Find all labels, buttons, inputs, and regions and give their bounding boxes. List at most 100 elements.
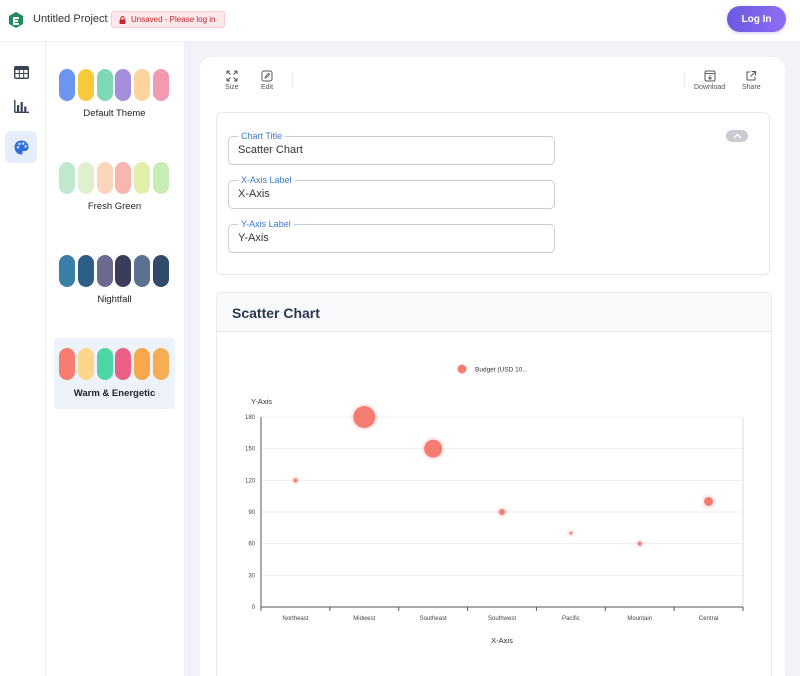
color-swatch [96, 348, 113, 380]
data-point [637, 541, 642, 546]
color-swatch [152, 255, 169, 287]
resize-icon [226, 70, 238, 82]
x-axis-label-label: X-Axis Label [238, 174, 295, 186]
color-swatch [59, 255, 75, 287]
theme-label: Warm & Energetic [73, 388, 156, 399]
lock-icon [119, 15, 126, 24]
y-tick-label: 30 [248, 573, 255, 579]
color-swatch [134, 162, 151, 194]
chart-header: Scatter Chart [217, 293, 771, 332]
rail-table-button[interactable] [5, 56, 37, 88]
x-tick-label: Northeast [282, 616, 308, 622]
login-button[interactable]: Log In [727, 6, 786, 32]
color-swatch [152, 348, 169, 380]
y-axis-label-field[interactable]: Y-Axis Label Y-Axis [228, 218, 555, 253]
color-swatch [77, 162, 94, 194]
y-tick-label: 60 [248, 542, 255, 548]
y-tick-label: 150 [245, 447, 256, 453]
unsaved-badge[interactable]: Unsaved - Please log in [111, 11, 225, 28]
x-tick-label: Mountain [627, 616, 652, 622]
color-swatch [59, 348, 75, 380]
share-icon [746, 71, 757, 81]
toolbar-divider [684, 73, 685, 87]
color-swatch [152, 162, 169, 194]
x-axis-label-field[interactable]: X-Axis Label X-Axis [228, 174, 555, 209]
theme-swatches [59, 348, 169, 380]
left-rail [0, 42, 46, 676]
color-swatch [115, 348, 132, 380]
chart-title-value: Scatter Chart [238, 144, 303, 156]
project-name[interactable]: Untitled Project [33, 13, 108, 25]
x-tick-label: Midwest [353, 616, 375, 622]
data-point [293, 478, 298, 483]
data-point [353, 406, 376, 428]
color-swatch [77, 348, 94, 380]
download-icon [704, 70, 716, 82]
theme-panel: Default Theme Fresh Green Nightfall Warm… [46, 42, 185, 676]
color-swatch [115, 162, 132, 194]
app-logo-icon [9, 12, 23, 28]
x-tick-label: Southeast [420, 616, 447, 622]
scatter-chart: 0 30 60 90 120 150 180 Northeast Midwest Southeas… [245, 364, 744, 645]
color-swatch [96, 255, 113, 287]
unsaved-text: Unsaved - Please log in [131, 15, 216, 24]
rail-chart-button[interactable] [5, 90, 37, 122]
collapse-toggle[interactable] [726, 130, 748, 142]
x-tick-label: Central [699, 616, 718, 622]
y-tick-label: 90 [248, 510, 255, 516]
bar-chart-icon [13, 99, 29, 113]
y-axis-label-value: Y-Axis [238, 232, 269, 244]
y-tick-label: 120 [245, 478, 256, 484]
chart-title: Scatter Chart [232, 305, 320, 321]
data-point [704, 496, 714, 506]
theme-label: Default Theme [83, 108, 146, 119]
size-button[interactable]: Size [225, 70, 239, 91]
theme-option-default[interactable]: Default Theme [54, 62, 175, 133]
chart-card: Scatter Chart 0 30 60 90 120 150 180 Northeast M… [216, 292, 772, 676]
chart-settings-panel: Chart Title Scatter Chart X-Axis Label X… [216, 112, 770, 275]
share-button[interactable]: Share [742, 70, 761, 91]
chart-title-field[interactable]: Chart Title Scatter Chart [228, 130, 555, 165]
main-panel: Size Edit Download Share Chart Title Sca… [200, 57, 785, 676]
edit-icon [261, 70, 273, 82]
data-point [569, 531, 573, 535]
color-swatch [59, 162, 75, 194]
x-tick-label: Southwest [488, 616, 516, 622]
color-swatch [59, 69, 75, 101]
color-swatch [77, 69, 94, 101]
theme-swatches [59, 162, 169, 194]
theme-swatches [59, 255, 169, 287]
color-swatch [134, 348, 151, 380]
theme-option-fresh-green[interactable]: Fresh Green [54, 155, 175, 226]
color-swatch [134, 255, 151, 287]
y-axis-title: Y-Axis [251, 397, 272, 406]
y-tick-label: 180 [245, 415, 256, 421]
color-swatch [77, 255, 94, 287]
y-tick-label: 0 [252, 605, 256, 611]
color-swatch [96, 69, 113, 101]
palette-icon [14, 140, 28, 154]
x-axis-label-value: X-Axis [238, 188, 270, 200]
data-point [499, 509, 505, 515]
theme-option-warm-energetic[interactable]: Warm & Energetic [54, 338, 175, 409]
color-swatch [115, 69, 132, 101]
share-label: Share [742, 84, 761, 91]
theme-label: Nightfall [97, 294, 132, 305]
chart-title-label: Chart Title [238, 130, 286, 142]
edit-label: Edit [261, 84, 274, 91]
theme-swatches [59, 69, 169, 101]
color-swatch [134, 69, 151, 101]
size-label: Size [225, 84, 239, 91]
edit-button[interactable]: Edit [261, 70, 273, 91]
download-label: Download [694, 84, 726, 91]
table-icon [13, 65, 29, 79]
legend-label: Budget (USD 10... [475, 367, 528, 374]
theme-option-nightfall[interactable]: Nightfall [54, 248, 175, 319]
app-header: Untitled Project Unsaved - Please log in… [0, 0, 800, 42]
toolbar-divider [292, 73, 293, 87]
chevron-up-icon [732, 133, 742, 139]
rail-theme-button[interactable] [5, 131, 37, 163]
color-swatch [96, 162, 113, 194]
download-button[interactable]: Download [694, 70, 725, 91]
theme-label: Fresh Green [87, 201, 142, 212]
